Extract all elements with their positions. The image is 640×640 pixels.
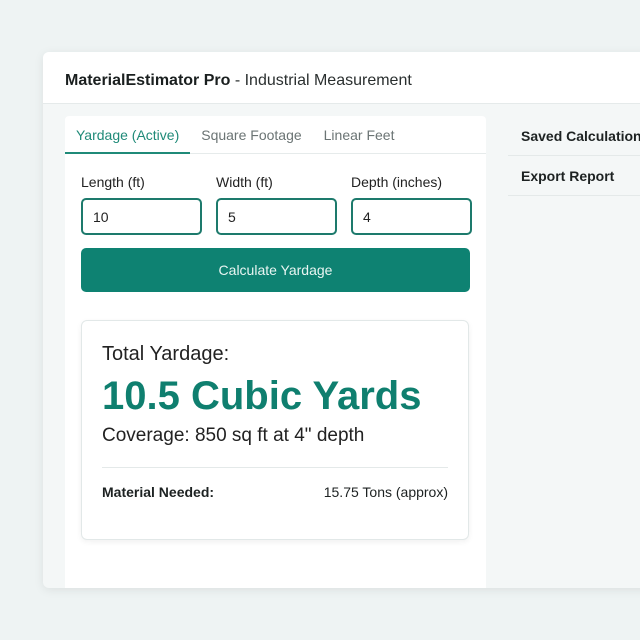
calculator-panel: Yardage (Active) Square Footage Linear F… bbox=[65, 116, 486, 588]
coverage-text: Coverage: 850 sq ft at 4" depth bbox=[102, 425, 365, 446]
length-input[interactable] bbox=[81, 198, 202, 235]
result-value: 10.5 Cubic Yards bbox=[102, 374, 422, 418]
title-bar: MaterialEstimator Pro - Industrial Measu… bbox=[43, 52, 640, 104]
divider bbox=[102, 467, 448, 468]
depth-input[interactable] bbox=[351, 198, 472, 235]
tab-square-footage[interactable]: Square Footage bbox=[201, 127, 302, 143]
result-label: Total Yardage: bbox=[102, 343, 230, 365]
calculate-button[interactable]: Calculate Yardage bbox=[81, 248, 470, 292]
width-input[interactable] bbox=[216, 198, 337, 235]
length-label: Length (ft) bbox=[81, 174, 145, 190]
material-value: 15.75 Tons (approx) bbox=[323, 484, 448, 500]
width-label: Width (ft) bbox=[216, 174, 273, 190]
material-label: Material Needed: bbox=[102, 484, 215, 500]
tab-linear-feet[interactable]: Linear Feet bbox=[323, 127, 395, 143]
app-name: MaterialEstimator Pro bbox=[65, 72, 231, 89]
app-subtitle: - Industrial Measurement bbox=[230, 72, 412, 89]
result-card: Total Yardage: 10.5 Cubic Yards Coverage… bbox=[81, 320, 469, 540]
tab-yardage[interactable]: Yardage (Active) bbox=[65, 116, 191, 154]
depth-label: Depth (inches) bbox=[351, 174, 443, 190]
saved-calculations-link[interactable]: Saved Calculations bbox=[508, 116, 640, 156]
app-window: MaterialEstimator Pro - Industrial Measu… bbox=[43, 52, 640, 588]
tab-bar: Yardage (Active) Square Footage Linear F… bbox=[65, 116, 486, 154]
sidebar: Saved Calculations Export Report bbox=[508, 116, 640, 196]
export-report-link[interactable]: Export Report bbox=[508, 156, 640, 196]
